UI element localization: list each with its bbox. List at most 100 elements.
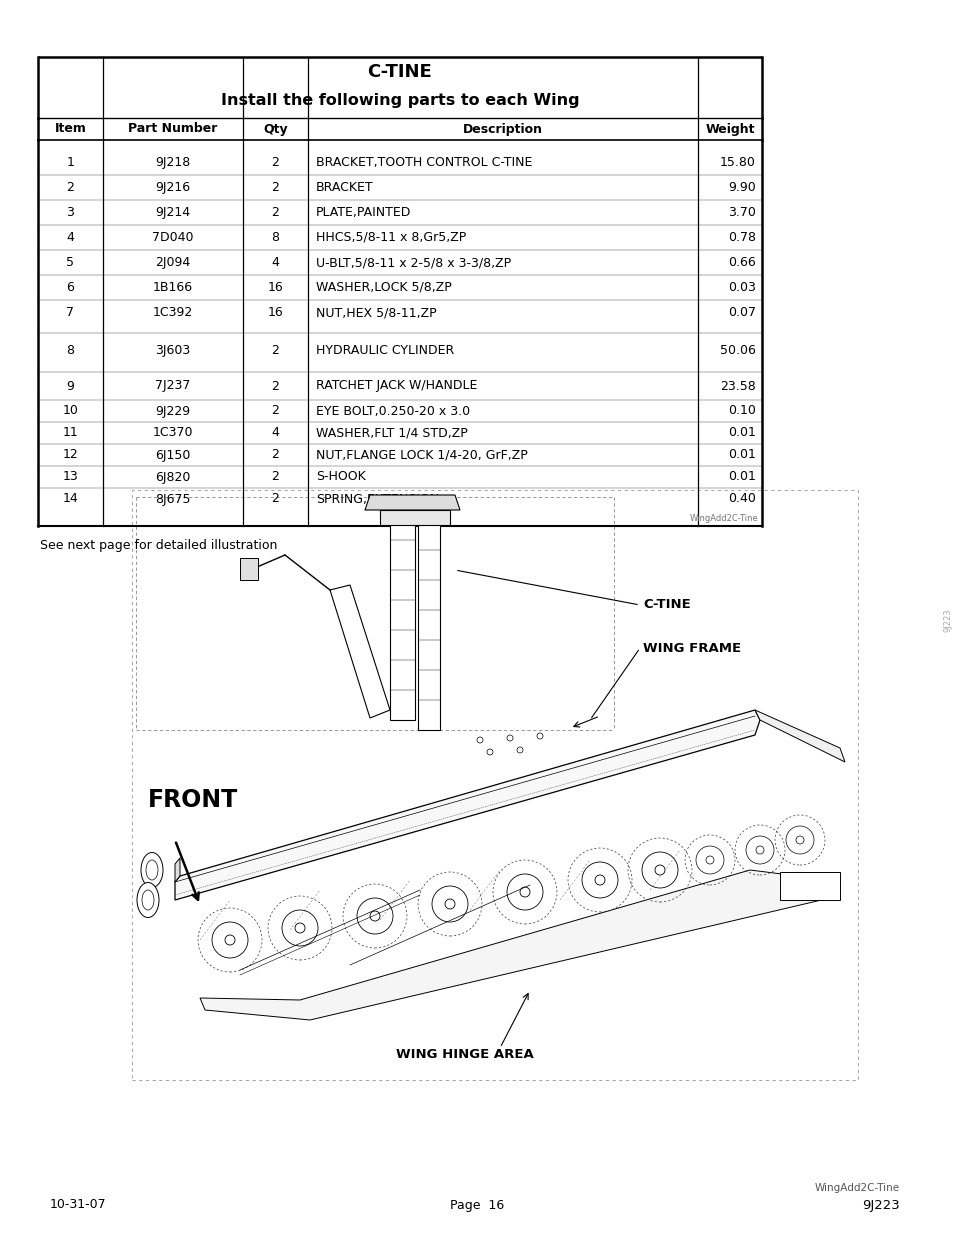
Circle shape (294, 923, 305, 932)
Text: 13: 13 (63, 471, 78, 483)
Text: 50.06: 50.06 (720, 345, 755, 357)
Circle shape (795, 836, 803, 844)
Text: 2: 2 (272, 448, 279, 462)
Text: WingAdd2C-Tine: WingAdd2C-Tine (688, 514, 758, 522)
Text: 3J603: 3J603 (155, 345, 191, 357)
Text: RATCHET JACK W/HANDLE: RATCHET JACK W/HANDLE (315, 379, 476, 393)
Circle shape (370, 911, 379, 921)
Text: 14: 14 (63, 493, 78, 505)
Circle shape (486, 748, 493, 755)
Text: 6J150: 6J150 (155, 448, 191, 462)
Circle shape (519, 887, 530, 897)
Text: WASHER,FLT 1/4 STD,ZP: WASHER,FLT 1/4 STD,ZP (315, 426, 467, 440)
Text: 9J223: 9J223 (862, 1198, 899, 1212)
Text: WING FRAME: WING FRAME (642, 641, 740, 655)
Text: C-TINE: C-TINE (642, 599, 690, 611)
Text: 10-31-07: 10-31-07 (50, 1198, 107, 1212)
Text: 6J820: 6J820 (155, 471, 191, 483)
Text: 9J218: 9J218 (155, 156, 191, 169)
Text: 6: 6 (67, 282, 74, 294)
Text: 0.07: 0.07 (727, 306, 755, 319)
Text: 9J216: 9J216 (155, 182, 191, 194)
Text: 4: 4 (272, 256, 279, 269)
Circle shape (705, 856, 713, 864)
Bar (240, 558, 257, 580)
Text: 9: 9 (67, 379, 74, 393)
Text: 2: 2 (272, 471, 279, 483)
Text: See next page for detailed illustration: See next page for detailed illustration (40, 540, 277, 552)
Text: 9J214: 9J214 (155, 206, 191, 219)
Circle shape (655, 864, 664, 876)
Text: 2: 2 (272, 493, 279, 505)
Text: 1C370: 1C370 (152, 426, 193, 440)
Text: Qty: Qty (263, 122, 288, 136)
Circle shape (225, 935, 234, 945)
Text: NUT,HEX 5/8-11,ZP: NUT,HEX 5/8-11,ZP (315, 306, 436, 319)
Text: 1B166: 1B166 (152, 282, 193, 294)
Bar (132, 490, 857, 1079)
Polygon shape (174, 858, 180, 882)
Text: Page  16: Page 16 (450, 1198, 503, 1212)
Text: 2: 2 (272, 206, 279, 219)
Text: 0.78: 0.78 (727, 231, 755, 245)
Text: NUT,FLANGE LOCK 1/4-20, GrF,ZP: NUT,FLANGE LOCK 1/4-20, GrF,ZP (315, 448, 527, 462)
Text: 9.90: 9.90 (727, 182, 755, 194)
Text: 2: 2 (272, 345, 279, 357)
Text: WASHER,LOCK 5/8,ZP: WASHER,LOCK 5/8,ZP (315, 282, 452, 294)
Text: 8J675: 8J675 (155, 493, 191, 505)
Text: 16: 16 (268, 306, 283, 319)
Text: 0.10: 0.10 (727, 405, 755, 417)
Text: BRACKET,TOOTH CONTROL C-TINE: BRACKET,TOOTH CONTROL C-TINE (315, 156, 532, 169)
Polygon shape (365, 495, 459, 510)
Text: 8: 8 (67, 345, 74, 357)
Text: FRONT: FRONT (148, 788, 238, 811)
Text: 2: 2 (67, 182, 74, 194)
Text: U-BLT,5/8-11 x 2-5/8 x 3-3/8,ZP: U-BLT,5/8-11 x 2-5/8 x 3-3/8,ZP (315, 256, 511, 269)
Text: 5: 5 (67, 256, 74, 269)
Text: 1C392: 1C392 (152, 306, 193, 319)
Polygon shape (330, 585, 390, 718)
Circle shape (506, 735, 513, 741)
Polygon shape (754, 710, 844, 762)
Text: Part Number: Part Number (128, 122, 217, 136)
Text: 2J094: 2J094 (155, 256, 191, 269)
Text: 3.70: 3.70 (727, 206, 755, 219)
Text: 2: 2 (272, 379, 279, 393)
Text: WingAdd2C-Tine: WingAdd2C-Tine (814, 1183, 899, 1193)
Text: 10: 10 (63, 405, 78, 417)
Ellipse shape (137, 883, 159, 918)
Polygon shape (174, 710, 760, 900)
Text: 3: 3 (67, 206, 74, 219)
Text: 2: 2 (272, 182, 279, 194)
Circle shape (537, 734, 542, 739)
Text: 12: 12 (63, 448, 78, 462)
Text: 7: 7 (67, 306, 74, 319)
Text: 0.01: 0.01 (727, 426, 755, 440)
Circle shape (755, 846, 763, 853)
Text: C-TINE: C-TINE (367, 63, 432, 82)
Text: HHCS,5/8-11 x 8,Gr5,ZP: HHCS,5/8-11 x 8,Gr5,ZP (315, 231, 466, 245)
Text: 1: 1 (67, 156, 74, 169)
Text: 2: 2 (272, 156, 279, 169)
Text: 9J223: 9J223 (943, 608, 951, 632)
Text: 4: 4 (67, 231, 74, 245)
Text: 0.66: 0.66 (727, 256, 755, 269)
Text: 7J237: 7J237 (155, 379, 191, 393)
Text: 15.80: 15.80 (720, 156, 755, 169)
Text: 4: 4 (272, 426, 279, 440)
Text: 2: 2 (272, 405, 279, 417)
Text: 8: 8 (272, 231, 279, 245)
Text: BRACKET: BRACKET (315, 182, 374, 194)
Text: 23.58: 23.58 (720, 379, 755, 393)
Bar (390, 510, 415, 720)
Bar (417, 520, 439, 730)
Text: 9J229: 9J229 (155, 405, 191, 417)
Text: WING HINGE AREA: WING HINGE AREA (395, 1049, 534, 1062)
Text: 16: 16 (268, 282, 283, 294)
Circle shape (476, 737, 482, 743)
Polygon shape (780, 872, 840, 900)
Text: 11: 11 (63, 426, 78, 440)
Text: Item: Item (54, 122, 87, 136)
Circle shape (595, 876, 604, 885)
Circle shape (444, 899, 455, 909)
